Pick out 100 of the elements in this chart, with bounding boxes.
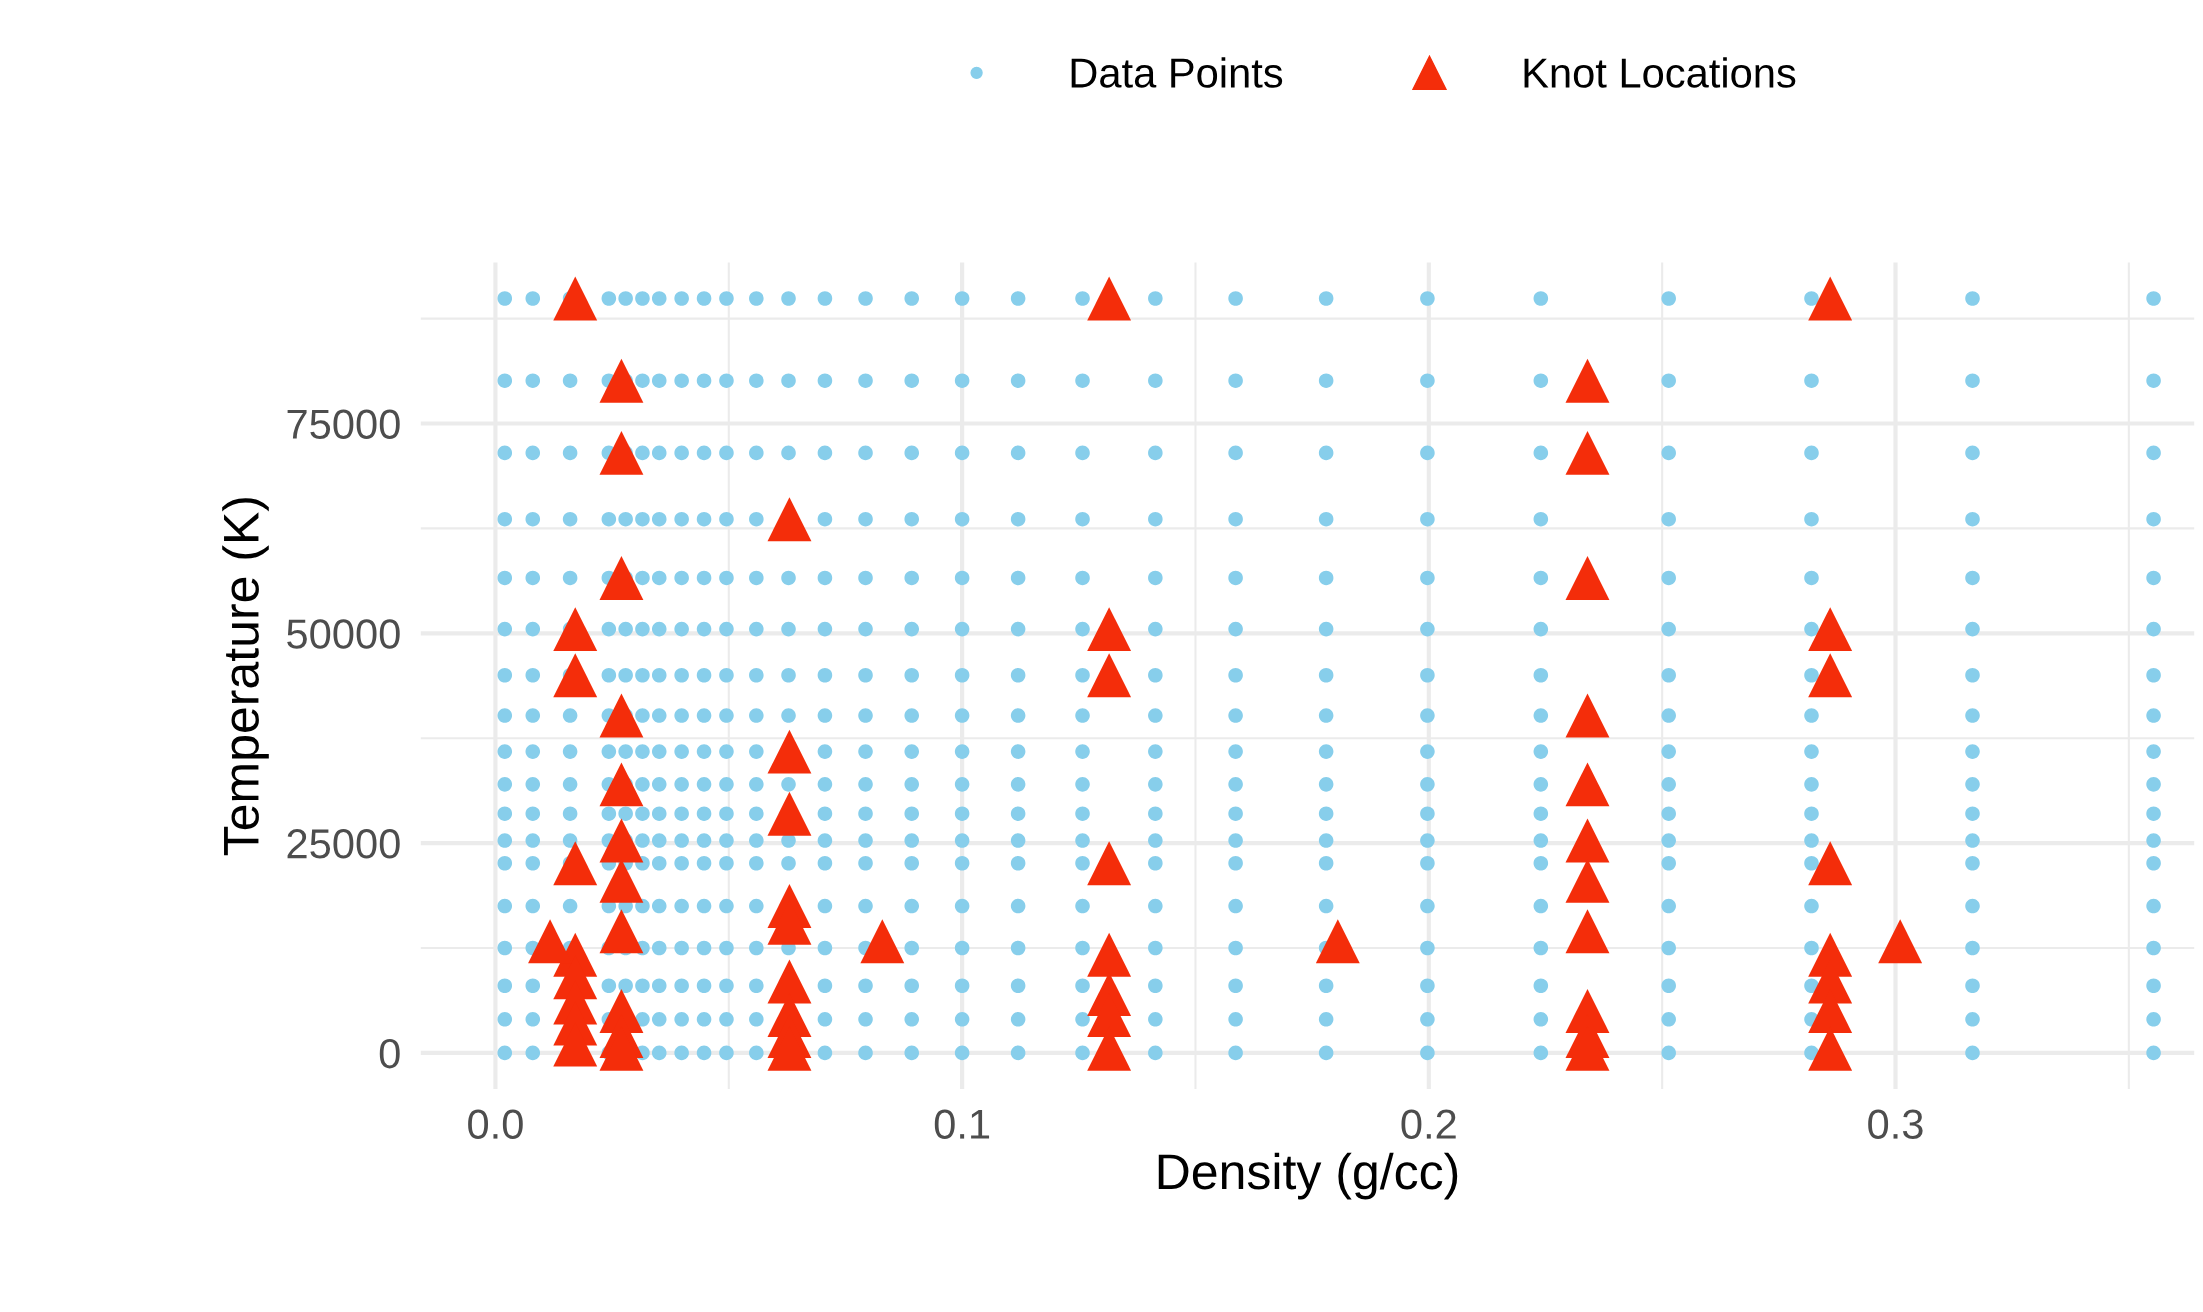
point <box>858 445 873 461</box>
point <box>562 373 578 388</box>
point <box>1804 373 1819 388</box>
point <box>601 621 617 637</box>
point <box>1228 445 1243 461</box>
point <box>858 570 873 586</box>
point <box>497 667 513 683</box>
y-tick-label: 0 <box>379 1038 400 1069</box>
point <box>954 806 970 821</box>
point <box>1965 373 1980 388</box>
point <box>1318 511 1334 527</box>
point <box>696 744 712 759</box>
point <box>696 855 712 871</box>
point <box>817 570 833 586</box>
point <box>1533 806 1549 821</box>
point <box>2146 667 2161 683</box>
point <box>1965 1012 1980 1027</box>
point <box>1075 777 1090 792</box>
point <box>1965 621 1980 637</box>
point <box>749 511 764 527</box>
legend-label: Knot Locations <box>1524 57 1796 88</box>
point <box>674 940 689 956</box>
point <box>1075 1012 1090 1027</box>
point <box>497 855 513 871</box>
point <box>674 806 689 821</box>
point <box>1965 511 1980 527</box>
point <box>1148 978 1163 994</box>
point <box>1148 1045 1163 1061</box>
point <box>749 940 764 956</box>
point <box>1148 940 1163 956</box>
point <box>1010 898 1026 914</box>
point <box>1148 806 1163 821</box>
point <box>562 898 578 914</box>
point <box>1965 940 1980 956</box>
point <box>954 1045 970 1061</box>
point <box>817 445 833 461</box>
point <box>749 744 764 759</box>
point <box>497 621 513 637</box>
point <box>601 667 617 683</box>
point <box>1228 898 1243 914</box>
point <box>817 978 833 994</box>
point <box>1661 570 1676 586</box>
point <box>1075 833 1090 848</box>
point <box>954 744 970 759</box>
point <box>1533 708 1549 723</box>
point <box>1148 777 1163 792</box>
point <box>2146 570 2161 586</box>
point <box>696 833 712 848</box>
point <box>601 806 617 821</box>
point <box>1533 855 1549 871</box>
point <box>553 653 598 698</box>
point <box>525 445 541 461</box>
point <box>817 511 833 527</box>
point <box>1010 1012 1026 1027</box>
point <box>1148 744 1163 759</box>
point <box>904 1012 920 1027</box>
point <box>1318 445 1334 461</box>
point <box>858 708 873 723</box>
point <box>1420 570 1435 586</box>
point <box>904 373 920 388</box>
point <box>635 511 650 527</box>
point <box>719 291 734 306</box>
point <box>497 898 513 914</box>
point <box>651 1012 667 1027</box>
point <box>618 511 633 527</box>
point <box>1420 855 1435 871</box>
point <box>1148 621 1163 637</box>
point <box>904 978 920 994</box>
point <box>1010 806 1026 821</box>
point <box>904 511 920 527</box>
y-tick-label: 75000 <box>287 409 400 440</box>
point <box>1228 1012 1243 1027</box>
point <box>1087 932 1132 977</box>
point <box>954 445 970 461</box>
point <box>1533 667 1549 683</box>
point <box>635 777 650 792</box>
point <box>1420 511 1435 527</box>
point <box>1420 940 1435 956</box>
point <box>749 291 764 306</box>
point <box>1228 777 1243 792</box>
point <box>1420 744 1435 759</box>
point <box>954 621 970 637</box>
point <box>749 373 764 388</box>
point <box>781 777 796 792</box>
point <box>651 1045 667 1061</box>
x-tick-label: 0.1 <box>934 1109 990 1140</box>
point <box>2146 806 2161 821</box>
point <box>817 291 833 306</box>
point <box>1010 373 1026 388</box>
point <box>1075 806 1090 821</box>
point <box>904 744 920 759</box>
point <box>651 855 667 871</box>
point <box>1965 570 1980 586</box>
point <box>1965 978 1980 994</box>
point <box>1148 898 1163 914</box>
point <box>904 291 920 306</box>
point <box>618 667 633 683</box>
point <box>497 940 513 956</box>
point <box>781 373 796 388</box>
point <box>525 373 541 388</box>
